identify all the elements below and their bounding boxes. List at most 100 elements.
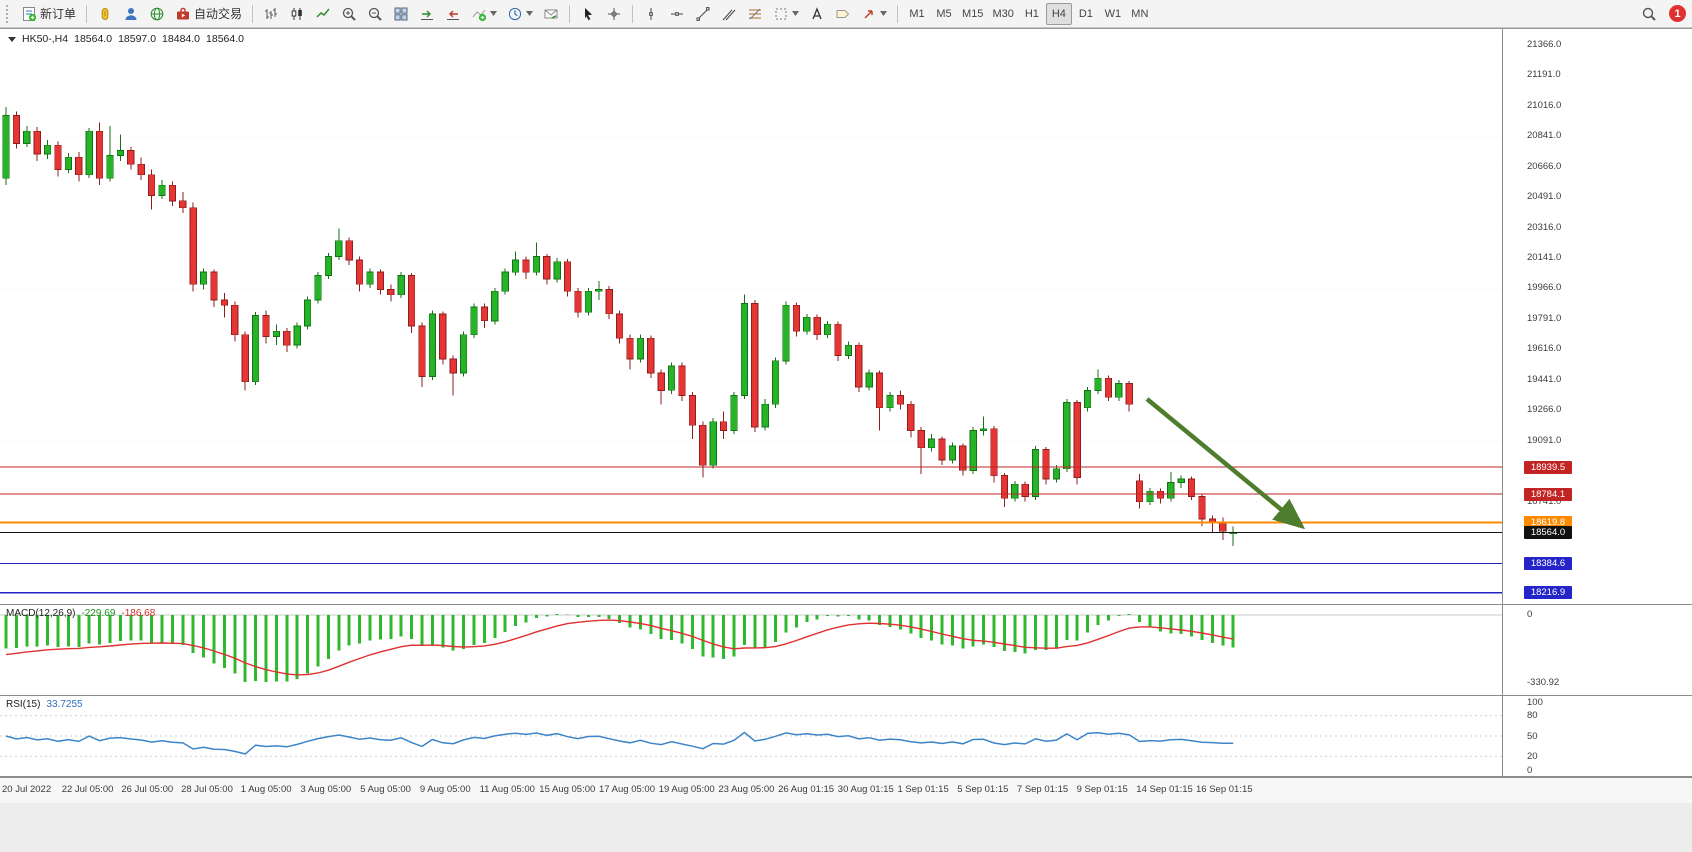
price-tick-label: 20141.0 — [1527, 252, 1562, 264]
panel-separator[interactable] — [0, 604, 1692, 605]
timeframe-button-D1[interactable]: D1 — [1073, 3, 1099, 25]
macd-axis[interactable]: 0 -330.92 — [1502, 605, 1692, 695]
rsi-label: RSI(15) 33.7255 — [6, 699, 83, 710]
main-chart-panel[interactable]: HK50-,H4 18564.0 18597.0 18484.0 18564.0 — [0, 29, 1502, 604]
crosshair-button[interactable] — [602, 3, 626, 25]
price-tick-label: 20841.0 — [1527, 130, 1562, 142]
mail-button[interactable] — [539, 3, 563, 25]
close-value: 18564.0 — [206, 33, 244, 45]
time-axis[interactable]: 20 Jul 2022 22 Jul 05:00 26 Jul 05:00 28 Ju… — [0, 777, 1692, 803]
zoom-in-icon — [342, 7, 356, 21]
macd-panel[interactable]: MACD(12,26,9) -229.69 -186.68 — [0, 605, 1502, 695]
quick-trade-button[interactable] — [93, 3, 117, 25]
trendline-button[interactable] — [691, 3, 715, 25]
chart-shift-button[interactable] — [441, 3, 465, 25]
time-axis-label: 14 Sep 01:15 — [1136, 784, 1193, 795]
vertical-line-button[interactable] — [639, 3, 663, 25]
timeframes-menu-button[interactable] — [503, 3, 537, 25]
rsi-level-label: 50 — [1527, 730, 1538, 742]
separator — [86, 4, 88, 23]
time-axis-label: 3 Aug 05:00 — [300, 784, 352, 795]
zoom-out-button[interactable] — [363, 3, 387, 25]
high-value: 18597.0 — [118, 33, 157, 45]
line-chart-button[interactable] — [311, 3, 335, 25]
timeframe-button-M15[interactable]: M15 — [958, 3, 987, 25]
notification-badge[interactable]: 1 — [1669, 5, 1686, 22]
new-order-label: 新订单 — [40, 7, 77, 21]
time-axis-label: 1 Aug 05:00 — [240, 784, 292, 795]
chart-shift-icon — [447, 10, 460, 20]
bar-chart-button[interactable] — [259, 3, 283, 25]
symbol-timeframe-label: HK50-,H4 — [22, 33, 69, 45]
rsi-level-label: 20 — [1527, 750, 1538, 762]
timeframe-button-M30[interactable]: M30 — [988, 3, 1017, 25]
algo-trading-label: 自动交易 — [194, 7, 243, 21]
web-terminal-button[interactable] — [145, 3, 169, 25]
price-line-tag-18564.0: 18564.0 — [1524, 525, 1572, 539]
indicators-button[interactable] — [467, 3, 501, 25]
rsi-panel[interactable]: RSI(15) 33.7255 — [0, 696, 1502, 776]
macd-chart[interactable] — [0, 605, 1502, 695]
price-tick-label: 18741.0 — [1527, 495, 1562, 507]
timeframe-button-M1[interactable]: M1 — [904, 3, 930, 25]
rsi-axis[interactable]: 100 80 50 20 0 — [1502, 696, 1692, 776]
label-button[interactable] — [831, 3, 855, 25]
text-button[interactable] — [805, 3, 829, 25]
channel-button[interactable] — [717, 3, 741, 25]
time-axis-label: 19 Aug 05:00 — [658, 784, 715, 795]
cursor-button[interactable] — [576, 3, 600, 25]
separator — [632, 4, 634, 23]
time-axis-label: 30 Aug 01:15 — [837, 784, 894, 795]
timeframe-button-M5[interactable]: M5 — [931, 3, 957, 25]
trend-arrow[interactable] — [1145, 397, 1306, 530]
time-axis-label: 9 Sep 01:15 — [1076, 784, 1128, 795]
price-tick-label: 19966.0 — [1527, 282, 1562, 294]
candlestick-chart[interactable] — [0, 29, 1502, 604]
price-tick-label: 20491.0 — [1527, 191, 1562, 203]
collapse-triangle-icon[interactable] — [8, 36, 16, 42]
rsi-chart[interactable] — [0, 696, 1502, 776]
candlestick-series — [2, 106, 1237, 547]
timeframe-button-H4[interactable]: H4 — [1045, 2, 1072, 25]
price-tick-label: 19791.0 — [1527, 312, 1562, 324]
shapes-button[interactable] — [769, 3, 803, 25]
price-line-tag-18384.6: 18384.6 — [1524, 557, 1572, 570]
chevron-down-icon — [526, 11, 534, 16]
price-line-tag-18784.1: 18784.1 — [1524, 487, 1572, 501]
separator — [569, 4, 571, 23]
auto-scroll-button[interactable] — [415, 3, 439, 25]
separator — [252, 4, 254, 23]
community-button[interactable] — [119, 3, 143, 25]
fibonacci-icon — [749, 8, 762, 19]
price-axis[interactable]: 21366.0 21191.0 21016.0 20841.0 20666.0 20491… — [1502, 29, 1692, 604]
panel-separator[interactable] — [0, 776, 1692, 777]
time-axis-label: 26 Jul 05:00 — [121, 784, 174, 795]
rsi-line — [5, 731, 1234, 755]
indicators-icon — [472, 9, 487, 21]
crosshair-icon — [608, 7, 621, 20]
toolbar-grip[interactable] — [6, 4, 11, 23]
candlestick-chart-button[interactable] — [285, 3, 309, 25]
algo-trading-icon — [177, 7, 190, 19]
time-axis-label: 20 Jul 2022 — [2, 784, 52, 795]
separator — [897, 4, 899, 23]
panel-separator[interactable] — [0, 695, 1692, 696]
rsi-level-label: 0 — [1527, 764, 1533, 776]
cursor-icon — [585, 7, 593, 20]
algo-trading-button[interactable]: 自动交易 — [171, 3, 246, 25]
tile-windows-button[interactable] — [389, 3, 413, 25]
macd-signal-value: -186.68 — [121, 608, 156, 619]
time-axis-label: 16 Sep 01:15 — [1196, 784, 1253, 795]
macd-main-value: -229.69 — [81, 608, 116, 619]
price-tick-label: 19441.0 — [1527, 373, 1562, 385]
timeframe-button-H1[interactable]: H1 — [1019, 3, 1045, 25]
arrows-button[interactable] — [857, 3, 891, 25]
timeframe-button-W1[interactable]: W1 — [1100, 3, 1126, 25]
fibonacci-button[interactable] — [743, 3, 767, 25]
search-button[interactable] — [1637, 3, 1661, 25]
zoom-in-button[interactable] — [337, 3, 361, 25]
horizontal-line-button[interactable] — [665, 3, 689, 25]
timeframe-button-MN[interactable]: MN — [1127, 3, 1153, 25]
new-order-button[interactable]: 新订单 — [17, 3, 80, 25]
price-line-tag-18939.5: 18939.5 — [1524, 460, 1572, 474]
